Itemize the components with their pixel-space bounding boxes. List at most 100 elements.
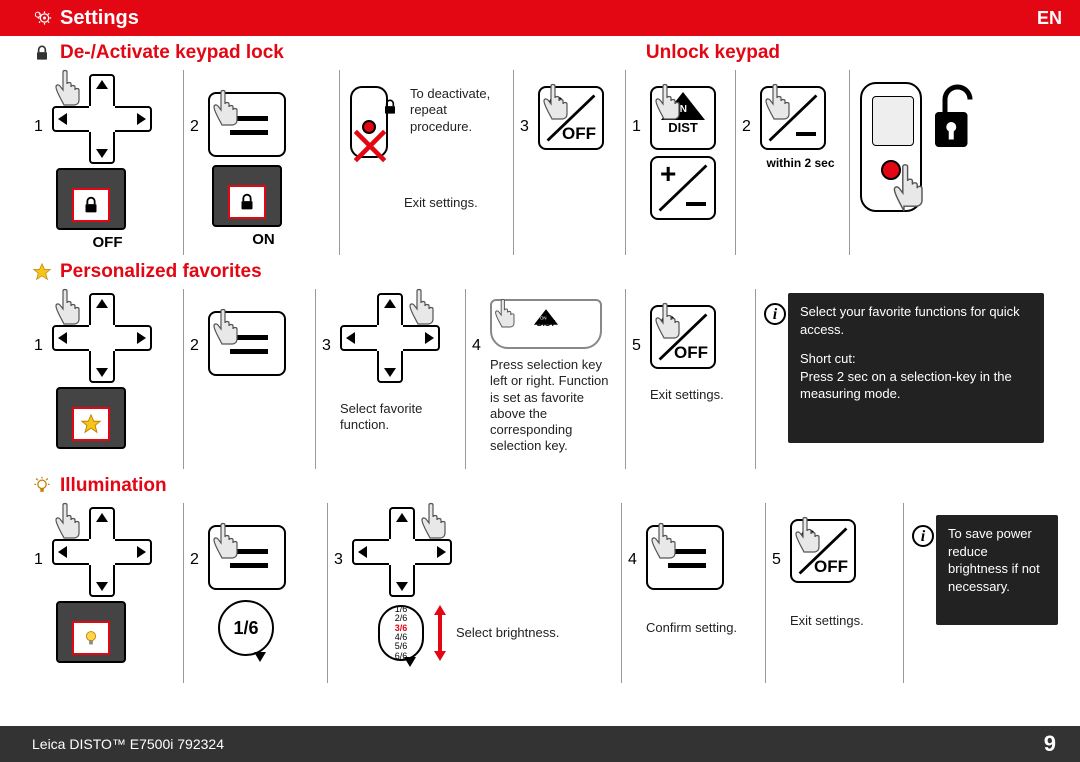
hand-icon [644,293,694,343]
c-off-button: C OFF [650,305,716,369]
info-box: i Select your favorite functions for qui… [788,293,1044,443]
footer-bar: Leica DISTO™ E7500i 792324 9 [0,726,1080,762]
row3-panel2: 2 1/6 [188,503,328,683]
row3-panel4: 4 Confirm setting. [626,503,766,683]
language-label: EN [1037,8,1062,29]
section-row-2: Personalized favorites [0,255,1080,285]
plus-minus-button: + [650,156,716,220]
bulb-icon [80,627,102,649]
info-text: To save power reduce brightness if not n… [948,525,1046,595]
hand-icon [202,299,252,349]
row1-panel5: 1 ON DIST + [630,70,736,255]
row1-panel6: 2 + within 2 sec [740,70,850,255]
hand-icon [398,279,448,329]
row2-panel5: 5 C OFF Exit settings. [630,289,756,469]
info-line1: Select your favorite functions for quick… [800,303,1032,338]
hand-icon [44,60,94,110]
dpad [52,507,152,597]
lock-icon [380,96,400,118]
row2-panel-info: i Select your favorite functions for qui… [760,289,1050,469]
hand-icon [44,279,94,329]
bubble-value: 1/6 [233,618,258,639]
row2-panel2: 2 [188,289,316,469]
step-num: 1 [34,551,43,569]
off-label: OFF [93,234,123,251]
row1: 1 OFF 2 ON To deactivate, repeat pro [0,66,1080,255]
cross-icon [348,124,392,168]
row3-panel5: 5 C OFF Exit settings. [770,503,904,683]
caption: Select favorite function. [340,401,459,434]
step-num: 1 [632,118,641,136]
star-icon [80,413,102,435]
hand-icon [784,507,834,557]
lock-closed-icon [80,194,102,216]
page-title: Settings [60,7,139,30]
dpad [352,507,452,597]
hand-icon [486,291,526,331]
info-icon: i [764,303,786,325]
equals-button [208,525,286,590]
header-left: Settings [32,7,139,30]
gear-icon [32,8,52,28]
hand-icon [640,513,690,563]
caption: Select brightness. [456,625,559,641]
hand-icon [532,74,582,124]
dpad [52,293,152,383]
row3: 1 2 1/6 3 1/62/63/64/65/66/6 [0,499,1080,683]
row2: 1 2 3 Select favorite function. 4 ON DIS… [0,285,1080,469]
caption: Press selection key left or right. Funct… [490,357,619,455]
equals-button [208,311,286,376]
up-down-arrow-icon [434,605,446,661]
levels-bubble: 1/62/63/64/65/66/6 [378,605,424,661]
brightness-bubble: 1/6 [218,600,274,656]
hand-icon [880,141,940,221]
hand-icon [202,513,252,563]
hand-icon [644,74,694,124]
row1-panel1: 1 OFF [32,70,184,255]
info-short: Short cut: [800,350,1032,368]
on-label: ON [252,231,275,248]
step-num: 2 [742,118,751,136]
dpad [340,293,440,383]
step-num: 5 [632,337,641,355]
equals-button [646,525,724,590]
row2-panel4: 4 ON DIST Press selection key left or ri… [470,289,626,469]
caption: Confirm setting. [646,620,759,636]
hand-icon [44,493,94,543]
row1-panel4: 3 C OFF [518,70,626,255]
on-dist-button: ON DIST [650,86,716,150]
step-num: 2 [190,118,199,136]
step-num: 5 [772,551,781,569]
row3-panel3: 3 1/62/63/64/65/66/6 Select brightness. [332,503,622,683]
section-unlock-keypad: Unlock keypad [646,42,780,64]
caption-exit: Exit settings. [404,195,507,211]
equals-button [208,92,286,157]
row2-panel1: 1 [32,289,184,469]
c-off-button: C OFF [538,86,604,150]
caption: Exit settings. [650,387,749,403]
section-row-3: Illumination [0,469,1080,499]
step-num: 3 [520,118,529,136]
step-num: 3 [334,551,343,569]
row1-panel7 [854,70,1034,255]
row3-panel1: 1 [32,503,184,683]
step-num: 2 [190,337,199,355]
step-num: 1 [34,337,43,355]
hand-icon [202,80,252,130]
hand-icon [754,74,804,124]
page-number: 9 [1044,731,1056,757]
step-num: 4 [628,551,637,569]
caption: Exit settings. [790,613,897,629]
info-box: i To save power reduce brightness if not… [936,515,1058,625]
row1-panel3: To deactivate, repeat procedure. Exit se… [344,70,514,255]
device-screen [56,387,126,449]
within-label: within 2 sec [758,156,843,170]
info-line2: Press 2 sec on a selection-key in the me… [800,368,1032,403]
step-num: 4 [472,337,481,355]
row3-panel-info: i To save power reduce brightness if not… [908,503,1064,683]
c-off-button: C OFF [790,519,856,583]
product-label: Leica DISTO™ E7500i 792324 [32,736,224,752]
levels-list: 1/62/63/64/65/66/6 [395,605,408,662]
lock-closed-icon [236,191,258,213]
row1-panel2: 2 ON [188,70,340,255]
